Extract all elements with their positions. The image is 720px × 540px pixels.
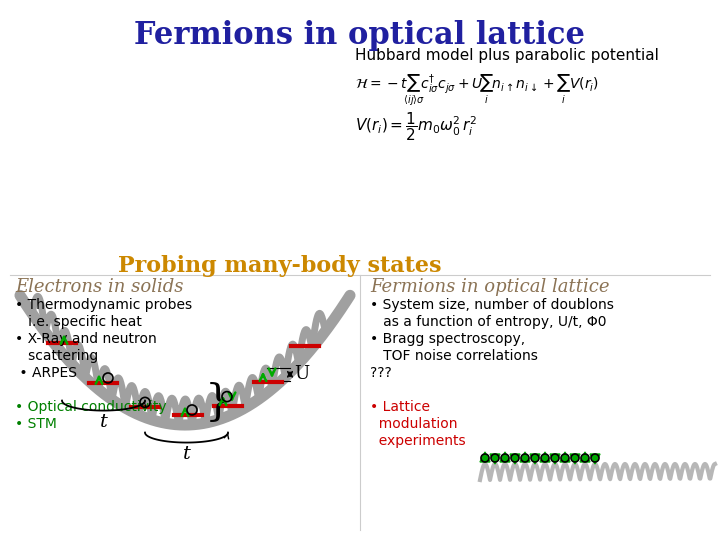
Text: Electrons in solids: Electrons in solids [15, 278, 184, 296]
Polygon shape [530, 454, 540, 464]
Polygon shape [510, 454, 520, 464]
Polygon shape [520, 452, 530, 462]
Text: • Lattice: • Lattice [370, 400, 430, 414]
Text: Hubbard model plus parabolic potential: Hubbard model plus parabolic potential [355, 48, 659, 63]
Polygon shape [550, 454, 560, 464]
Text: $\mathcal{H} = -t\!\sum_{\langle ij\rangle\sigma}\!c^{\dagger}_{i\sigma}c_{j\sig: $\mathcal{H} = -t\!\sum_{\langle ij\rang… [355, 72, 599, 108]
Text: i.e. specific heat: i.e. specific heat [15, 315, 142, 329]
Text: TOF noise correlations: TOF noise correlations [370, 349, 538, 363]
Text: • Bragg spectroscopy,: • Bragg spectroscopy, [370, 332, 525, 346]
Text: scattering: scattering [15, 349, 98, 363]
Polygon shape [580, 452, 590, 462]
Polygon shape [590, 454, 600, 464]
Text: as a function of entropy, U/t, Φ0: as a function of entropy, U/t, Φ0 [370, 315, 606, 329]
Text: }: } [205, 382, 232, 424]
Text: Fermions in optical lattice: Fermions in optical lattice [135, 20, 585, 51]
Text: U: U [294, 365, 310, 383]
Text: • System size, number of doublons: • System size, number of doublons [370, 298, 614, 312]
Text: $V(r_i)=\dfrac{1}{2}m_0\omega_0^2\,r_i^2$: $V(r_i)=\dfrac{1}{2}m_0\omega_0^2\,r_i^2… [355, 110, 477, 143]
Polygon shape [490, 454, 500, 464]
Text: • X-Ray and neutron: • X-Ray and neutron [15, 332, 157, 346]
Polygon shape [560, 452, 570, 462]
Text: ???: ??? [370, 366, 392, 380]
Text: • STM: • STM [15, 417, 57, 431]
Text: • ARPES: • ARPES [15, 366, 77, 380]
Text: modulation: modulation [370, 417, 457, 431]
Polygon shape [480, 452, 490, 462]
Text: t: t [183, 444, 190, 463]
Text: t: t [99, 413, 107, 430]
Text: experiments: experiments [370, 434, 466, 448]
Text: Fermions in optical lattice: Fermions in optical lattice [370, 278, 610, 296]
Polygon shape [570, 454, 580, 464]
Text: • Thermodynamic probes: • Thermodynamic probes [15, 298, 192, 312]
Polygon shape [540, 452, 550, 462]
Text: • Optical conductivity: • Optical conductivity [15, 400, 166, 414]
Text: Probing many-body states: Probing many-body states [118, 255, 442, 277]
Polygon shape [500, 452, 510, 462]
